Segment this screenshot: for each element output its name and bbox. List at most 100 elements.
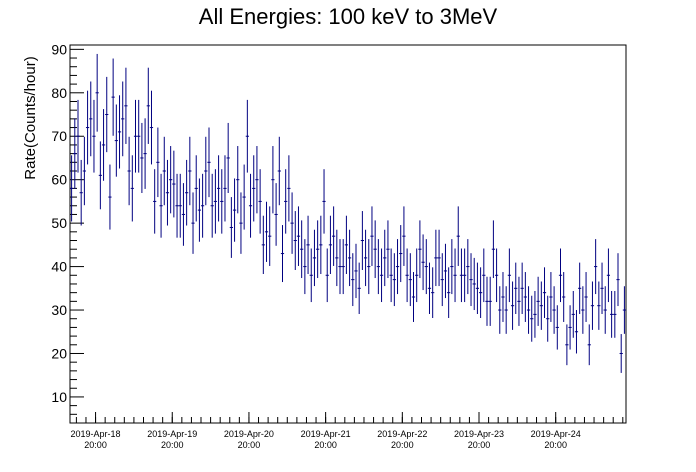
data-point: [76, 99, 80, 173]
data-point: [232, 178, 237, 242]
data-point: [514, 262, 518, 315]
x-tick-time: 20:00: [544, 440, 567, 450]
data-point: [594, 239, 598, 295]
data-point: [121, 81, 125, 157]
data-point: [245, 99, 249, 173]
data-point: [73, 118, 77, 189]
data-point: [357, 262, 361, 315]
data-point: [149, 90, 154, 165]
x-axis: 2019-Apr-1820:002019-Apr-1920:002019-Apr…: [71, 412, 624, 450]
data-point: [213, 169, 217, 234]
data-point: [204, 136, 208, 206]
data-point: [383, 229, 387, 287]
y-tick-label: 30: [51, 302, 67, 318]
data-point: [296, 206, 301, 266]
y-tick-label: 80: [51, 85, 67, 101]
data-point: [549, 272, 553, 322]
data-point: [258, 169, 262, 234]
data-point: [137, 99, 141, 173]
data-point: [606, 248, 611, 303]
data-point: [114, 104, 118, 177]
data-point: [105, 76, 109, 153]
data-point: [117, 95, 122, 169]
data-point: [437, 229, 441, 287]
data-point: [264, 201, 269, 262]
data-point: [229, 197, 233, 258]
data-point: [226, 122, 230, 193]
data-point: [622, 286, 627, 334]
data-point: [159, 173, 163, 238]
data-point: [571, 290, 575, 338]
data-point: [411, 272, 416, 322]
data-point: [424, 239, 428, 295]
x-tick-date: 2019-Apr-23: [454, 429, 504, 439]
data-point: [69, 155, 74, 222]
data-point: [197, 178, 202, 242]
data-point: [146, 67, 150, 144]
x-tick-date: 2019-Apr-24: [531, 429, 581, 439]
data-point: [338, 239, 342, 295]
data-point: [328, 215, 333, 275]
data-point: [277, 136, 281, 206]
data-point: [239, 192, 243, 254]
data-point: [271, 146, 275, 214]
data-point: [248, 173, 253, 238]
data-point: [111, 58, 115, 136]
data-point: [79, 159, 83, 226]
data-point: [466, 239, 470, 295]
plot-frame: [69, 44, 627, 424]
data-point: [178, 173, 182, 238]
data-point: [95, 53, 99, 132]
data-point: [523, 272, 527, 322]
data-point: [517, 276, 521, 326]
data-point: [386, 220, 390, 279]
data-point: [443, 243, 448, 299]
data-point: [319, 215, 323, 275]
data-point: [236, 146, 240, 214]
data-point: [268, 206, 272, 266]
data-point: [542, 267, 547, 318]
data-point: [293, 211, 297, 270]
data-point: [456, 206, 460, 266]
data-point: [290, 192, 294, 254]
data-point: [584, 272, 588, 322]
data-point: [552, 286, 556, 334]
data-point: [344, 215, 349, 275]
data-point: [479, 267, 483, 318]
data-point: [501, 272, 505, 322]
data-point: [85, 90, 90, 165]
data-point: [482, 248, 486, 303]
data-point: [402, 206, 406, 266]
data-point: [431, 267, 435, 318]
data-point: [546, 295, 550, 342]
data-point: [89, 81, 93, 157]
data-point: [600, 262, 604, 315]
data-point: [303, 239, 307, 295]
data-point: [613, 290, 617, 338]
data-point: [395, 239, 400, 295]
data-point: [610, 290, 614, 338]
data-point: [392, 253, 396, 307]
data-point: [194, 155, 198, 222]
data-point: [156, 127, 160, 198]
data-point: [165, 159, 170, 226]
data-point: [124, 67, 128, 144]
data-point: [491, 220, 495, 279]
data-point: [354, 243, 358, 299]
y-axis-label: Rate(Counts/hour): [22, 56, 39, 179]
data-point: [175, 173, 179, 238]
x-tick-date: 2019-Apr-19: [147, 429, 197, 439]
y-tick-label: 90: [51, 41, 67, 57]
y-tick-label: 70: [51, 128, 67, 144]
y-axis: 10 20 30 40 50 60 70 80 90: [51, 41, 84, 424]
data-point: [373, 220, 377, 279]
data-point: [220, 169, 224, 234]
data-point: [485, 276, 489, 326]
data-point: [255, 146, 259, 214]
data-point: [325, 248, 329, 303]
data-point: [526, 286, 531, 334]
data-point: [210, 173, 214, 238]
data-point: [590, 281, 595, 330]
data-point: [568, 305, 572, 350]
